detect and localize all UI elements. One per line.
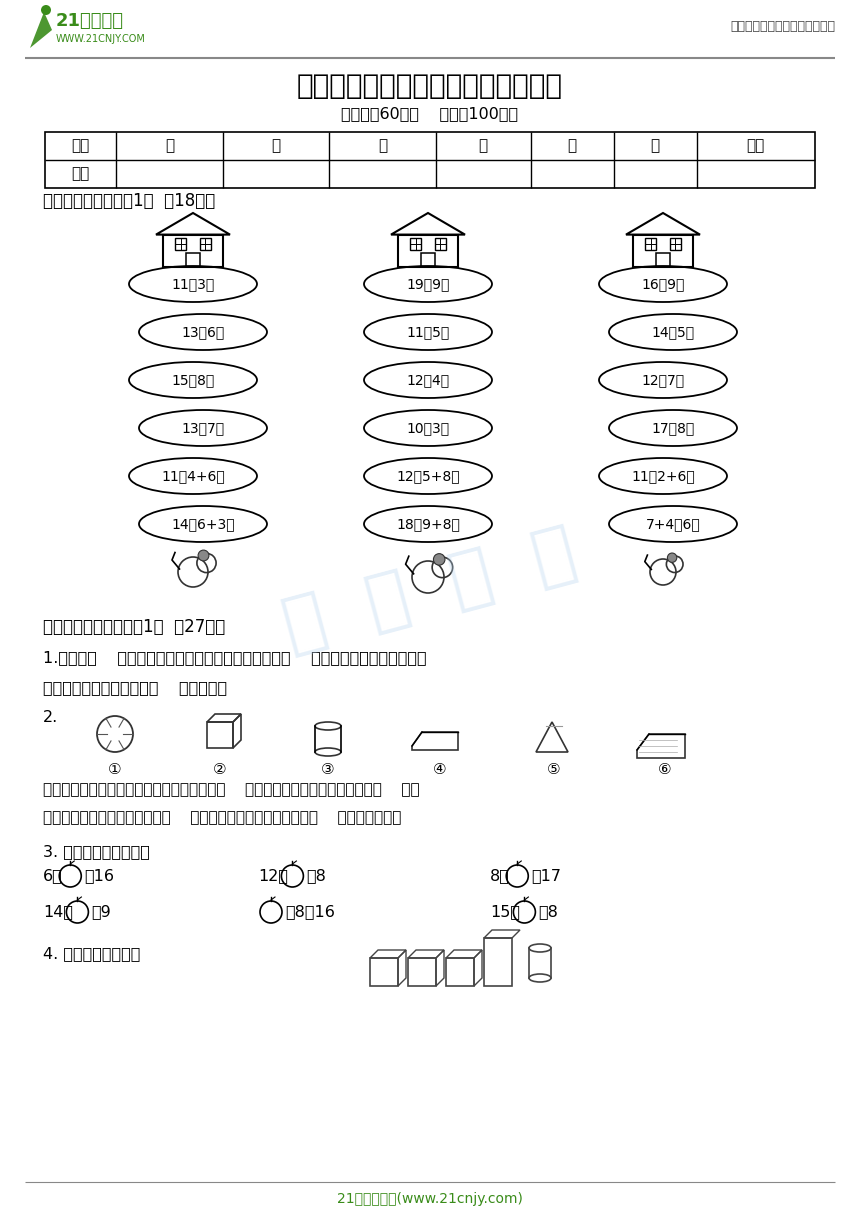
Circle shape	[433, 553, 445, 565]
Text: 7+4－6＝: 7+4－6＝	[646, 517, 700, 531]
Text: 上面的物体中，所有面都是正方形的物体时（    ），所有面都是长方形的物体是（    ），: 上面的物体中，所有面都是正方形的物体时（ ），所有面都是长方形的物体是（ ），	[43, 782, 420, 796]
Text: 11－5＝: 11－5＝	[407, 325, 450, 339]
Text: 一: 一	[165, 139, 174, 153]
Text: 2.: 2.	[43, 710, 58, 726]
Text: 二: 二	[272, 139, 280, 153]
Text: 16－9＝: 16－9＝	[642, 277, 685, 291]
Text: ③: ③	[321, 762, 335, 777]
Text: 中小学教育资源及组卷应用平台: 中小学教育资源及组卷应用平台	[730, 19, 835, 33]
Text: 六: 六	[650, 139, 660, 153]
Text: ⑤: ⑤	[547, 762, 561, 777]
Text: 13－6＝: 13－6＝	[181, 325, 224, 339]
Circle shape	[198, 550, 209, 561]
Text: 题号: 题号	[71, 139, 89, 153]
Text: WWW.21CNJY.COM: WWW.21CNJY.COM	[56, 34, 146, 44]
Text: ＝9: ＝9	[91, 905, 111, 919]
Text: 14－: 14－	[43, 905, 73, 919]
Text: 18－9+8＝: 18－9+8＝	[396, 517, 460, 531]
Text: 1.最少用（    ）根小棒可以摆成一个三角形，最少用（    ）根小棒可以摆成一个正方: 1.最少用（ ）根小棒可以摆成一个三角形，最少用（ ）根小棒可以摆成一个正方	[43, 651, 427, 665]
Text: 12－: 12－	[258, 868, 288, 884]
Text: 15－8＝: 15－8＝	[171, 373, 215, 387]
Bar	[434, 238, 446, 250]
Bar	[200, 238, 211, 250]
Text: ＋8＝16: ＋8＝16	[285, 905, 335, 919]
Text: 19－9＝: 19－9＝	[406, 277, 450, 291]
Text: ＝17: ＝17	[531, 868, 562, 884]
Text: 11－2+6＝: 11－2+6＝	[631, 469, 695, 483]
Bar	[484, 938, 512, 986]
Text: 一、小狗回家（每题1分  计18分）: 一、小狗回家（每题1分 计18分）	[43, 192, 215, 210]
Text: 五: 五	[568, 139, 577, 153]
Bar	[45, 133, 815, 188]
Bar	[408, 958, 436, 986]
Text: ⑥: ⑥	[658, 762, 672, 777]
Text: ②: ②	[213, 762, 227, 777]
Text: 一年级下册数学第一次月考达标金卷: 一年级下册数学第一次月考达标金卷	[297, 72, 563, 100]
Text: 6＋: 6＋	[43, 868, 63, 884]
Text: 14－5＝: 14－5＝	[651, 325, 695, 339]
Text: 12－5+8＝: 12－5+8＝	[396, 469, 460, 483]
Bar	[370, 958, 398, 986]
Text: 精  品  试  卷: 精 品 试 卷	[277, 519, 583, 662]
Text: 形，摆两个正方形最少用（    ）根小棒。: 形，摆两个正方形最少用（ ）根小棒。	[43, 680, 227, 696]
Circle shape	[667, 553, 677, 562]
Text: 14－6+3＝: 14－6+3＝	[171, 517, 235, 531]
Text: 21世纪教育: 21世纪教育	[56, 12, 124, 30]
Text: 有两个面都是正方形的物体是（    ）。有两个面都是圆的物体是（    ）（填序号）。: 有两个面都是正方形的物体是（ ）。有两个面都是圆的物体是（ ）（填序号）。	[43, 810, 402, 824]
Text: 21世纪教育网(www.21cnjy.com): 21世纪教育网(www.21cnjy.com)	[337, 1192, 523, 1206]
Text: 四: 四	[479, 139, 488, 153]
Bar	[645, 238, 656, 250]
Text: 17－8＝: 17－8＝	[651, 421, 695, 435]
Text: 10－3＝: 10－3＝	[407, 421, 450, 435]
Text: 11－4+6＝: 11－4+6＝	[161, 469, 224, 483]
Bar	[633, 235, 693, 268]
Bar	[207, 722, 233, 748]
Text: 4. 数一数，填一填。: 4. 数一数，填一填。	[43, 946, 140, 961]
Text: 得分: 得分	[71, 167, 89, 181]
Text: ①: ①	[108, 762, 122, 777]
Text: 11－3＝: 11－3＝	[171, 277, 215, 291]
Bar	[175, 238, 187, 250]
Text: 13－7＝: 13－7＝	[181, 421, 224, 435]
Text: 12－7＝: 12－7＝	[642, 373, 685, 387]
Text: ＝8: ＝8	[306, 868, 326, 884]
Text: 3. 桃子里藏着什么数？: 3. 桃子里藏着什么数？	[43, 844, 150, 858]
Text: ＝16: ＝16	[84, 868, 114, 884]
Text: 三: 三	[378, 139, 387, 153]
Text: 15－: 15－	[490, 905, 520, 919]
Text: （时间：60分钟    满分：100分）: （时间：60分钟 满分：100分）	[341, 106, 519, 122]
Polygon shape	[30, 12, 52, 47]
Bar	[421, 253, 434, 268]
Text: 总分: 总分	[746, 139, 765, 153]
Bar	[163, 235, 223, 268]
Bar	[410, 238, 421, 250]
Text: ④: ④	[433, 762, 447, 777]
Bar	[398, 235, 458, 268]
Text: ＝8: ＝8	[538, 905, 558, 919]
Bar	[656, 253, 670, 268]
Text: 二、认真填一填（每空1分  计27分）: 二、认真填一填（每空1分 计27分）	[43, 618, 225, 636]
Bar	[446, 958, 474, 986]
Circle shape	[41, 5, 51, 15]
Bar	[187, 253, 200, 268]
Text: 8＋: 8＋	[490, 868, 510, 884]
Bar	[670, 238, 681, 250]
Text: 12－4＝: 12－4＝	[407, 373, 450, 387]
